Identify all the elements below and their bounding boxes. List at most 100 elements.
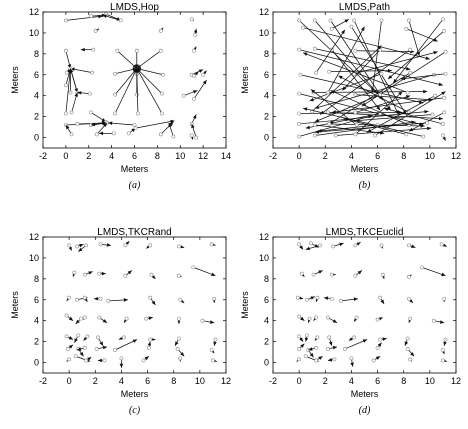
error-vector	[148, 337, 156, 342]
node-marker	[177, 273, 181, 278]
error-vector	[201, 70, 207, 77]
node-marker	[431, 318, 436, 323]
x-tick-label: 12	[221, 376, 231, 386]
error-vector	[392, 17, 445, 84]
node-marker	[297, 91, 302, 96]
node-marker	[442, 95, 447, 100]
y-tick-label: 10	[29, 253, 39, 263]
error-vector	[136, 68, 164, 116]
error-vector	[378, 337, 387, 342]
error-vector	[136, 68, 164, 96]
node-marker	[297, 122, 302, 126]
node-marker	[407, 296, 411, 301]
node-marker	[209, 348, 214, 352]
error-vector	[148, 295, 156, 306]
x-tick-label: 4	[349, 151, 354, 161]
error-vector	[407, 243, 416, 248]
error-vector	[420, 265, 446, 277]
node-marker	[314, 70, 319, 75]
y-tick-label: 4	[264, 316, 269, 326]
node-marker	[200, 318, 205, 323]
error-vector	[431, 318, 445, 324]
x-tick-label: 8	[401, 151, 406, 161]
error-vector	[297, 314, 305, 321]
node-marker	[407, 243, 411, 248]
x-tick-label: 4	[119, 376, 124, 386]
panel-title: LMDS,TKCRand	[97, 227, 171, 238]
error-vector	[189, 133, 194, 140]
error-vector	[296, 357, 302, 362]
node-marker	[177, 244, 181, 249]
node-marker	[349, 24, 354, 29]
error-vector	[72, 270, 77, 277]
error-vector	[76, 345, 87, 351]
error-vector	[69, 92, 78, 115]
node-marker	[118, 18, 123, 23]
node-marker	[314, 358, 319, 363]
node-marker	[380, 272, 385, 277]
x-tick-label: 8	[155, 151, 160, 161]
node-marker	[407, 274, 411, 279]
node-marker	[123, 243, 128, 248]
x-tick-label: 10	[425, 151, 435, 161]
node-marker	[314, 345, 319, 350]
error-vector	[379, 243, 384, 249]
node-marker	[405, 347, 410, 351]
node-marker	[325, 315, 330, 320]
error-vector	[113, 67, 137, 76]
node-marker	[353, 132, 358, 137]
x-axis-label: Meters	[121, 389, 149, 399]
y-tick-label: 4	[264, 91, 269, 101]
node-marker	[178, 297, 183, 302]
error-vector	[329, 18, 349, 31]
panel-3: LMDS,TKCRand-2 0 2 4 6 8 10 12024681012MetersMe…	[10, 227, 231, 416]
node-marker	[425, 120, 430, 125]
error-vector	[144, 316, 153, 321]
error-vector	[401, 71, 448, 81]
node-marker	[211, 358, 215, 363]
node-marker	[146, 345, 151, 350]
x-tick-label: -2	[269, 376, 277, 386]
error-vector	[311, 270, 323, 277]
error-vector	[74, 333, 81, 343]
node-marker	[201, 72, 206, 77]
panel-caption: (d)	[359, 405, 371, 416]
node-marker	[407, 123, 411, 127]
error-vector	[327, 335, 333, 346]
error-vector	[384, 107, 445, 126]
error-vector	[302, 52, 410, 95]
node-marker	[209, 242, 214, 247]
node-marker	[353, 273, 358, 278]
node-marker	[328, 18, 333, 23]
error-vector	[212, 296, 217, 303]
node-marker	[126, 131, 131, 136]
error-vector	[323, 296, 334, 301]
node-marker	[63, 83, 68, 88]
error-vector	[371, 18, 384, 93]
error-vector	[178, 297, 185, 304]
error-vector	[82, 295, 88, 303]
node-marker	[327, 69, 332, 74]
error-vector	[94, 345, 108, 351]
node-marker	[333, 133, 338, 138]
panel-title: LMDS,Path	[339, 2, 390, 13]
node-marker	[299, 271, 304, 276]
node-marker	[378, 337, 383, 342]
node-marker	[98, 242, 103, 247]
error-vector	[177, 316, 181, 324]
node-marker	[65, 347, 70, 351]
node-marker	[67, 357, 72, 362]
y-tick-label: 4	[34, 91, 39, 101]
error-vector	[112, 339, 138, 352]
x-tick-label: 6	[145, 376, 150, 386]
error-vector	[118, 335, 126, 340]
error-vector	[98, 242, 112, 247]
y-tick-label: 10	[29, 28, 39, 38]
node-marker	[98, 296, 103, 301]
error-vector	[80, 47, 96, 52]
y-tick-label: 0	[34, 358, 39, 368]
x-axis-label: Meters	[351, 164, 379, 174]
error-vector	[75, 316, 83, 325]
error-vector	[174, 336, 181, 346]
error-vector	[149, 272, 156, 280]
